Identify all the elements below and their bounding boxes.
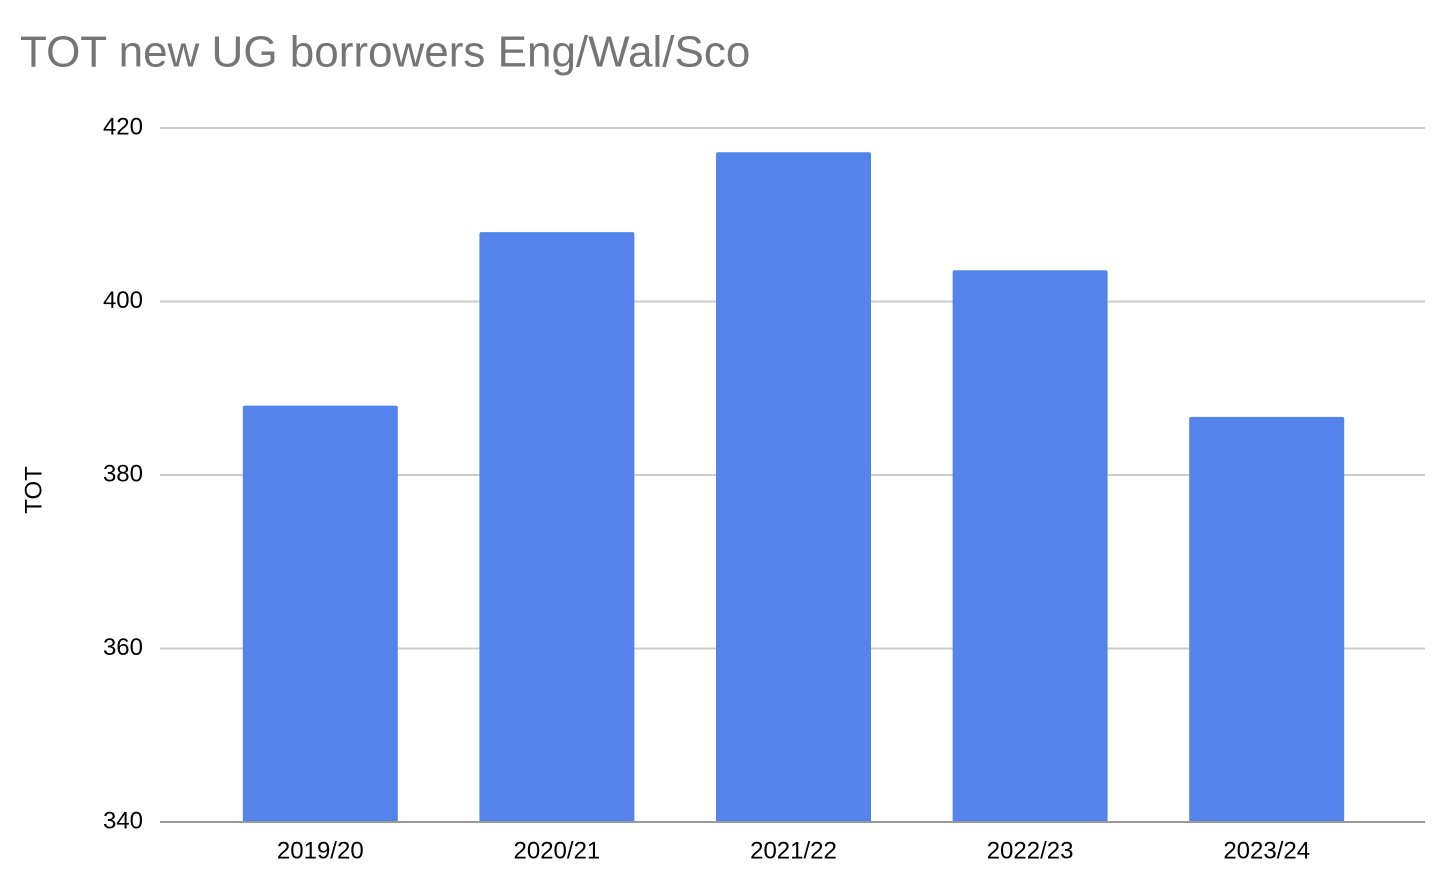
bar xyxy=(952,270,1108,822)
x-tick-label: 2019/20 xyxy=(277,837,364,864)
x-tick-label: 2021/22 xyxy=(750,837,837,864)
x-tick-label: 2022/23 xyxy=(987,837,1074,864)
bar xyxy=(242,405,398,822)
x-tick-label: 2020/21 xyxy=(514,837,601,864)
y-axis-label: TOT xyxy=(20,466,47,514)
y-tick-label: 420 xyxy=(103,113,143,140)
y-tick-label: 340 xyxy=(103,807,143,834)
bar xyxy=(1189,416,1345,822)
y-tick-label: 400 xyxy=(103,287,143,314)
chart-title: TOT new UG borrowers Eng/Wal/Sco xyxy=(20,28,750,77)
x-tick-label: 2023/24 xyxy=(1223,837,1310,864)
y-tick-label: 360 xyxy=(103,634,143,661)
bar xyxy=(479,232,635,823)
y-tick-label: 380 xyxy=(103,460,143,487)
bar xyxy=(716,152,871,823)
